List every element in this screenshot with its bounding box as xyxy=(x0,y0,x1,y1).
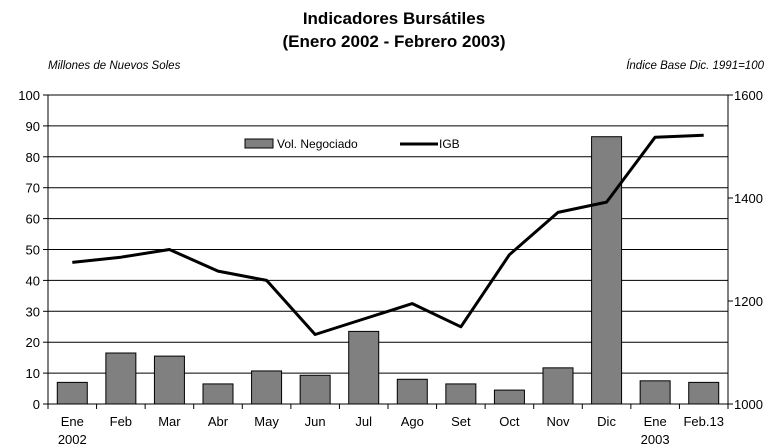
bar-vol-negociado xyxy=(396,378,428,405)
left-axis-unit-label: Millones de Nuevos Soles xyxy=(48,60,181,72)
bar-vol-negociado xyxy=(348,330,380,405)
gridlines xyxy=(48,94,728,374)
right-tick-label: 1600 xyxy=(734,88,763,103)
legend: Vol. Negociado IGB xyxy=(244,137,460,151)
bar-vol-negociado xyxy=(591,136,623,405)
bar-vol-negociado xyxy=(202,383,234,405)
x-tick-label: Mar xyxy=(158,414,181,429)
x-year-label: 2002 xyxy=(58,432,87,447)
chart-subtitle: (Enero 2002 - Febrero 2003) xyxy=(283,32,506,51)
axes xyxy=(43,94,733,409)
left-tick-label: 30 xyxy=(26,304,40,319)
x-year-label: 2003 xyxy=(641,432,670,447)
x-tick-label: Ago xyxy=(401,414,424,429)
left-tick-label: 0 xyxy=(33,397,40,412)
bar-vol-negociado xyxy=(153,355,185,405)
left-tick-label: 80 xyxy=(26,150,40,165)
x-tick-label: May xyxy=(254,414,279,429)
bar-vol-negociado xyxy=(493,389,525,405)
bar-series xyxy=(56,136,720,405)
x-tick-label: Jun xyxy=(305,414,326,429)
bar-vol-negociado xyxy=(105,352,137,405)
left-tick-label: 100 xyxy=(18,88,40,103)
line-igb xyxy=(72,133,704,336)
left-tick-label: 20 xyxy=(26,335,40,350)
x-tick-label: Ene xyxy=(644,414,667,429)
bar-vol-negociado xyxy=(299,374,331,405)
bar-vol-negociado xyxy=(542,367,574,405)
x-tick-label: Feb.13 xyxy=(683,414,723,429)
bar-vol-negociado xyxy=(251,370,283,405)
x-tick-label: Dic xyxy=(597,414,616,429)
x-tick-label: Oct xyxy=(499,414,520,429)
x-tick-label: Feb xyxy=(110,414,132,429)
left-tick-label: 50 xyxy=(26,243,40,258)
x-tick-label: Nov xyxy=(546,414,570,429)
bar-vol-negociado xyxy=(639,380,671,405)
right-axis-unit-label: Índice Base Dic. 1991=100 xyxy=(626,59,764,72)
bar-vol-negociado xyxy=(688,381,720,405)
bar-vol-negociado xyxy=(445,383,477,405)
right-tick-label: 1200 xyxy=(734,294,763,309)
left-tick-label: 70 xyxy=(26,181,40,196)
chart-title: Indicadores Bursátiles xyxy=(303,9,485,28)
left-tick-label: 40 xyxy=(26,273,40,288)
left-tick-label: 60 xyxy=(26,212,40,227)
legend-label-igb: IGB xyxy=(439,137,460,151)
x-tick-label: Jul xyxy=(355,414,372,429)
legend-bar-swatch xyxy=(244,138,274,149)
bar-vol-negociado xyxy=(56,381,88,405)
line-series xyxy=(72,133,704,336)
right-tick-label: 1400 xyxy=(734,191,763,206)
x-tick-label: Abr xyxy=(208,414,229,429)
right-tick-label: 1000 xyxy=(734,397,763,412)
legend-label-vol: Vol. Negociado xyxy=(277,137,358,151)
left-tick-label: 90 xyxy=(26,119,40,134)
tick-labels: 0 10 20 30 40 50 60 70 80 90 100 1000 1200 1400 1600 En… xyxy=(18,88,763,447)
x-tick-label: Ene xyxy=(61,414,84,429)
left-tick-label: 10 xyxy=(26,366,40,381)
x-tick-label: Set xyxy=(451,414,471,429)
